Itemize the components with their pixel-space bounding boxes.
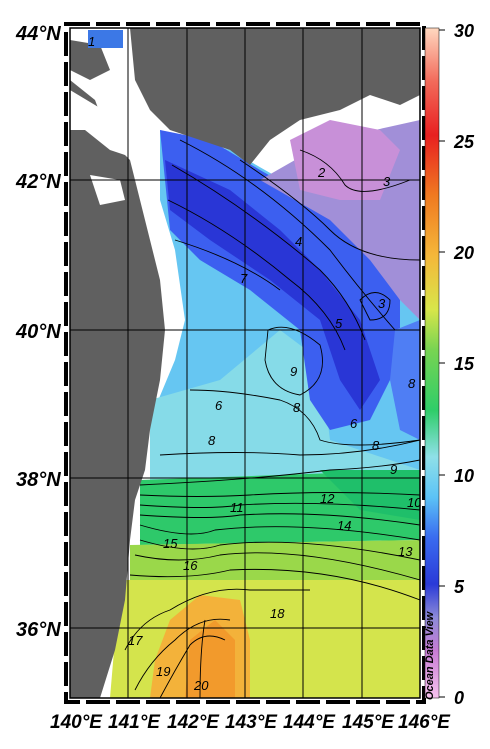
field-northwest-patch (88, 30, 123, 48)
contour-label: 12 (320, 491, 335, 506)
colorbar-label-25: 25 (453, 132, 475, 152)
contour-label: 8 (372, 438, 380, 453)
colorbar-label-10: 10 (454, 466, 474, 486)
contour-label: 10 (407, 495, 422, 510)
lon-label-145: 145°E (342, 712, 395, 733)
colorbar-ticks (439, 29, 445, 698)
contour-label: 9 (290, 364, 297, 379)
land-hokkaido (130, 28, 420, 165)
contour-label: 6 (215, 398, 223, 413)
field-deep-blue (165, 160, 380, 410)
contour-label: 20 (193, 678, 209, 693)
colorbar-label-15: 15 (454, 354, 475, 374)
contour-label: 3 (378, 296, 386, 311)
contour-label: 19 (156, 664, 170, 679)
colorbar-label-20: 20 (453, 243, 474, 263)
contour-label: 7 (240, 271, 248, 286)
contour-label: 4 (295, 234, 302, 249)
contour-label: 16 (183, 558, 198, 573)
lat-label-44: 44°N (15, 23, 61, 45)
contour-label: 11 (230, 500, 244, 515)
lon-label-141: 141°E (108, 712, 161, 733)
map-frame (69, 27, 421, 699)
latitude-labels: 44°N 42°N 40°N 38°N 36°N (15, 23, 61, 641)
colorbar-label-0: 0 (454, 688, 464, 708)
land-peninsula (70, 40, 110, 80)
field-light-cyan (150, 330, 420, 500)
strait-tsugaru (70, 90, 160, 160)
contour-label: 3 (383, 174, 391, 189)
field-blue-east (390, 320, 420, 440)
contour-label: 9 (390, 462, 397, 477)
lat-label-36: 36°N (16, 619, 61, 641)
odv-credit: Ocean Data View (424, 610, 436, 700)
lon-label-142: 142°E (167, 712, 220, 733)
lon-label-140: 140°E (50, 712, 103, 733)
contour-label: 17 (128, 633, 143, 648)
lon-label-146: 146°E (398, 712, 451, 733)
contour-label: 18 (270, 606, 285, 621)
contour-label: 8 (408, 376, 416, 391)
contour-label: 8 (293, 400, 301, 415)
lat-label-38: 38°N (16, 469, 61, 491)
contour-label: 13 (398, 544, 413, 559)
contour-label: 14 (337, 518, 351, 533)
graticule (70, 28, 420, 698)
contour-label: 8 (208, 433, 216, 448)
colorbar (424, 27, 440, 699)
contour-label: 1 (88, 34, 95, 49)
land-honshu (70, 80, 165, 698)
colorbar-label-30: 30 (454, 21, 474, 41)
map-border-ticks (64, 22, 426, 704)
lon-label-143: 143°E (225, 712, 278, 733)
contour-label: 2 (317, 165, 326, 180)
colorbar-tick-labels: 30 25 20 15 10 5 0 (453, 21, 475, 708)
bay-mutsu (90, 175, 125, 205)
lon-label-144: 144°E (283, 712, 336, 733)
contour-label: 15 (163, 536, 178, 551)
longitude-labels: 140°E 141°E 142°E 143°E 144°E 145°E 146°… (50, 712, 451, 733)
colorbar-label-5: 5 (454, 577, 465, 597)
contour-label: 5 (335, 316, 343, 331)
contour-lines (124, 139, 420, 698)
map-area: 1 2 3 4 7 5 3 9 8 8 6 8 6 8 9 10 11 12 1… (70, 28, 422, 698)
lat-label-42: 42°N (15, 171, 61, 193)
land (70, 28, 420, 698)
contour-label: 6 (350, 416, 358, 431)
lat-label-40: 40°N (15, 321, 61, 343)
strait-water (70, 90, 160, 205)
contour-label-group: 1 2 3 4 7 5 3 9 8 8 6 8 6 8 9 10 11 12 1… (88, 34, 422, 693)
